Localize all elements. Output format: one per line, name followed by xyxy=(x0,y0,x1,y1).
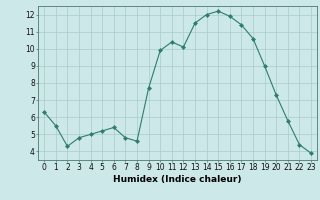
X-axis label: Humidex (Indice chaleur): Humidex (Indice chaleur) xyxy=(113,175,242,184)
